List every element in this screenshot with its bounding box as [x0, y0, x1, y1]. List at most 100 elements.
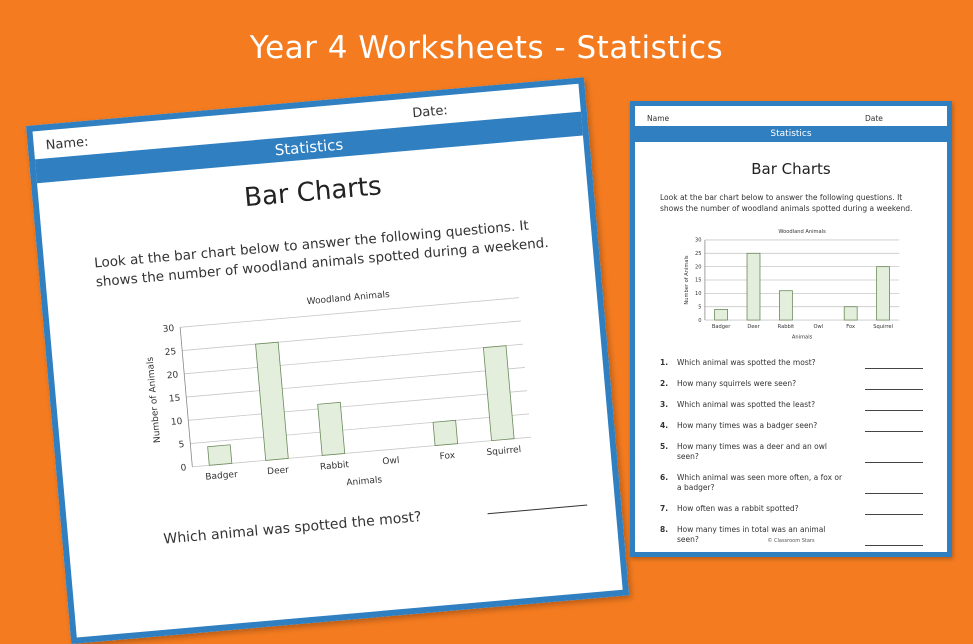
- question-text: Which animal was seen more often, a fox …: [677, 473, 843, 492]
- y-tick-label: 5: [698, 304, 701, 310]
- bar-fox: [432, 419, 459, 446]
- question-item: 2. How many squirrels were seen?: [660, 379, 925, 390]
- y-tick-label: 20: [166, 370, 179, 381]
- y-axis-label: Number of Animals: [146, 356, 164, 443]
- x-tick-label: Owl: [382, 456, 400, 467]
- gridline: [190, 413, 530, 444]
- y-tick-label: 25: [164, 347, 176, 358]
- y-tick-label: 10: [695, 291, 702, 297]
- x-tick-label: Deer: [747, 324, 760, 330]
- answer-line: [865, 514, 923, 515]
- question-item: 8. How many times in total was an animal…: [660, 525, 925, 546]
- x-tick-label: Rabbit: [320, 460, 350, 473]
- question-number: 5.: [660, 442, 669, 451]
- question-text: How many times in total was an animal se…: [677, 525, 826, 544]
- question-list: 1. Which animal was spotted the most? 2.…: [660, 358, 925, 556]
- y-tick-label: 30: [162, 324, 175, 335]
- question-item: 5. How many times was a deer and an owl …: [660, 442, 925, 463]
- date-label: Date: [865, 114, 883, 123]
- gridline: [180, 297, 519, 328]
- x-tick-label: Badger: [712, 324, 731, 330]
- bar-chart-large: Woodland Animals 0 5 10 15 20 25 30 Badger Deer Ra…: [108, 269, 545, 515]
- bar-deer: [746, 252, 761, 321]
- answer-line: [865, 368, 923, 369]
- question-number: 4.: [660, 421, 669, 430]
- bar-rabbit: [779, 290, 793, 321]
- gridline: [188, 390, 528, 421]
- y-tick-label: 5: [178, 440, 185, 450]
- question-item: 7. How often was a rabbit spotted?: [660, 504, 925, 515]
- bar-squirrel: [876, 266, 890, 321]
- question-text: How many times was a badger seen?: [677, 421, 818, 430]
- x-tick-label: Squirrel: [873, 324, 893, 330]
- date-label: Date:: [411, 103, 449, 122]
- question-item: 4. How many times was a badger seen?: [660, 421, 925, 432]
- question-number: 6.: [660, 473, 669, 482]
- answer-line: [865, 493, 923, 494]
- worksheet-heading: Bar Charts: [751, 160, 831, 178]
- question-text: How many squirrels were seen?: [677, 379, 797, 388]
- question-number: 8.: [660, 525, 669, 534]
- y-axis-label: Number of Animals: [684, 255, 690, 305]
- bar-chart-svg-small: Woodland Animals 0 5 10 15 20 25 30 Badger Deer Ra…: [684, 229, 900, 340]
- question-item: 6. Which animal was seen more often, a f…: [660, 473, 925, 494]
- x-tick-label: Deer: [267, 465, 290, 477]
- answer-line: [865, 462, 923, 463]
- y-tick-label: 0: [698, 318, 701, 324]
- worksheet-preview-large: Name: Date: Statistics Bar Charts Look a…: [26, 77, 630, 644]
- bar-squirrel: [482, 345, 515, 442]
- first-question: Which animal was spotted the most?: [162, 509, 423, 548]
- y-tick-label: 10: [171, 417, 184, 428]
- y-tick-label: 0: [180, 463, 187, 473]
- gridline: [184, 343, 523, 375]
- gridline: [186, 367, 525, 398]
- gridline: [192, 436, 532, 468]
- question-item: 1. Which animal was spotted the most?: [660, 358, 925, 369]
- bar-fox: [843, 306, 858, 321]
- chart-title: Woodland Animals: [778, 229, 826, 235]
- y-tick-label: 15: [168, 394, 180, 405]
- bar-badger: [714, 308, 728, 321]
- answer-line: [865, 389, 923, 390]
- bar-deer: [255, 341, 289, 461]
- section-strip: Statistics: [635, 126, 947, 142]
- y-tick-label: 30: [695, 238, 702, 244]
- x-axis-label: Animals: [346, 475, 383, 488]
- y-tick-label: 20: [695, 264, 702, 270]
- question-text: Which animal was spotted the least?: [677, 400, 816, 409]
- question-number: 7.: [660, 504, 669, 513]
- y-tick-label: 15: [695, 278, 702, 284]
- y-axis: [179, 327, 193, 467]
- x-tick-label: Owl: [813, 324, 823, 330]
- name-label: Name:: [45, 134, 90, 154]
- worksheet-footer: © Classroom Stars: [767, 538, 815, 544]
- worksheet-intro: Look at the bar chart below to answer th…: [660, 193, 913, 213]
- name-label: Name: [647, 114, 670, 123]
- page-title: Year 4 Worksheets - Statistics: [249, 30, 724, 66]
- answer-line: [865, 431, 923, 432]
- bar-chart-svg-large: Woodland Animals 0 5 10 15 20 25 30 Badger Deer Ra…: [146, 290, 532, 488]
- question-number: 3.: [660, 400, 669, 409]
- question-item: 3. Which animal was spotted the least?: [660, 400, 925, 411]
- question-number: 1.: [660, 358, 669, 367]
- worksheet-preview-small: Name Date Statistics Bar Charts Look at …: [630, 101, 952, 557]
- answer-line: [865, 545, 923, 546]
- y-tick-label: 25: [695, 251, 702, 257]
- chart-title: Woodland Animals: [306, 290, 390, 307]
- x-tick-label: Rabbit: [778, 324, 795, 330]
- bar-chart-small: Woodland Animals 0 5 10 15 20 25 30 Badger Deer Ra…: [665, 224, 905, 344]
- question-text: How often was a rabbit spotted?: [677, 504, 799, 513]
- bar-badger: [207, 444, 233, 466]
- question-text: Which animal was spotted the most?: [677, 358, 816, 367]
- answer-line: [865, 410, 923, 411]
- x-tick-label: Fox: [439, 451, 456, 462]
- x-tick-label: Fox: [846, 324, 855, 330]
- x-axis-label: Animals: [792, 334, 813, 340]
- bar-rabbit: [317, 401, 346, 456]
- question-number: 2.: [660, 379, 669, 388]
- answer-line: [487, 504, 588, 515]
- gridline: [182, 320, 521, 351]
- x-tick-label: Badger: [205, 470, 238, 483]
- x-tick-label: Squirrel: [486, 445, 521, 458]
- question-text: How many times was a deer and an owl see…: [677, 442, 827, 461]
